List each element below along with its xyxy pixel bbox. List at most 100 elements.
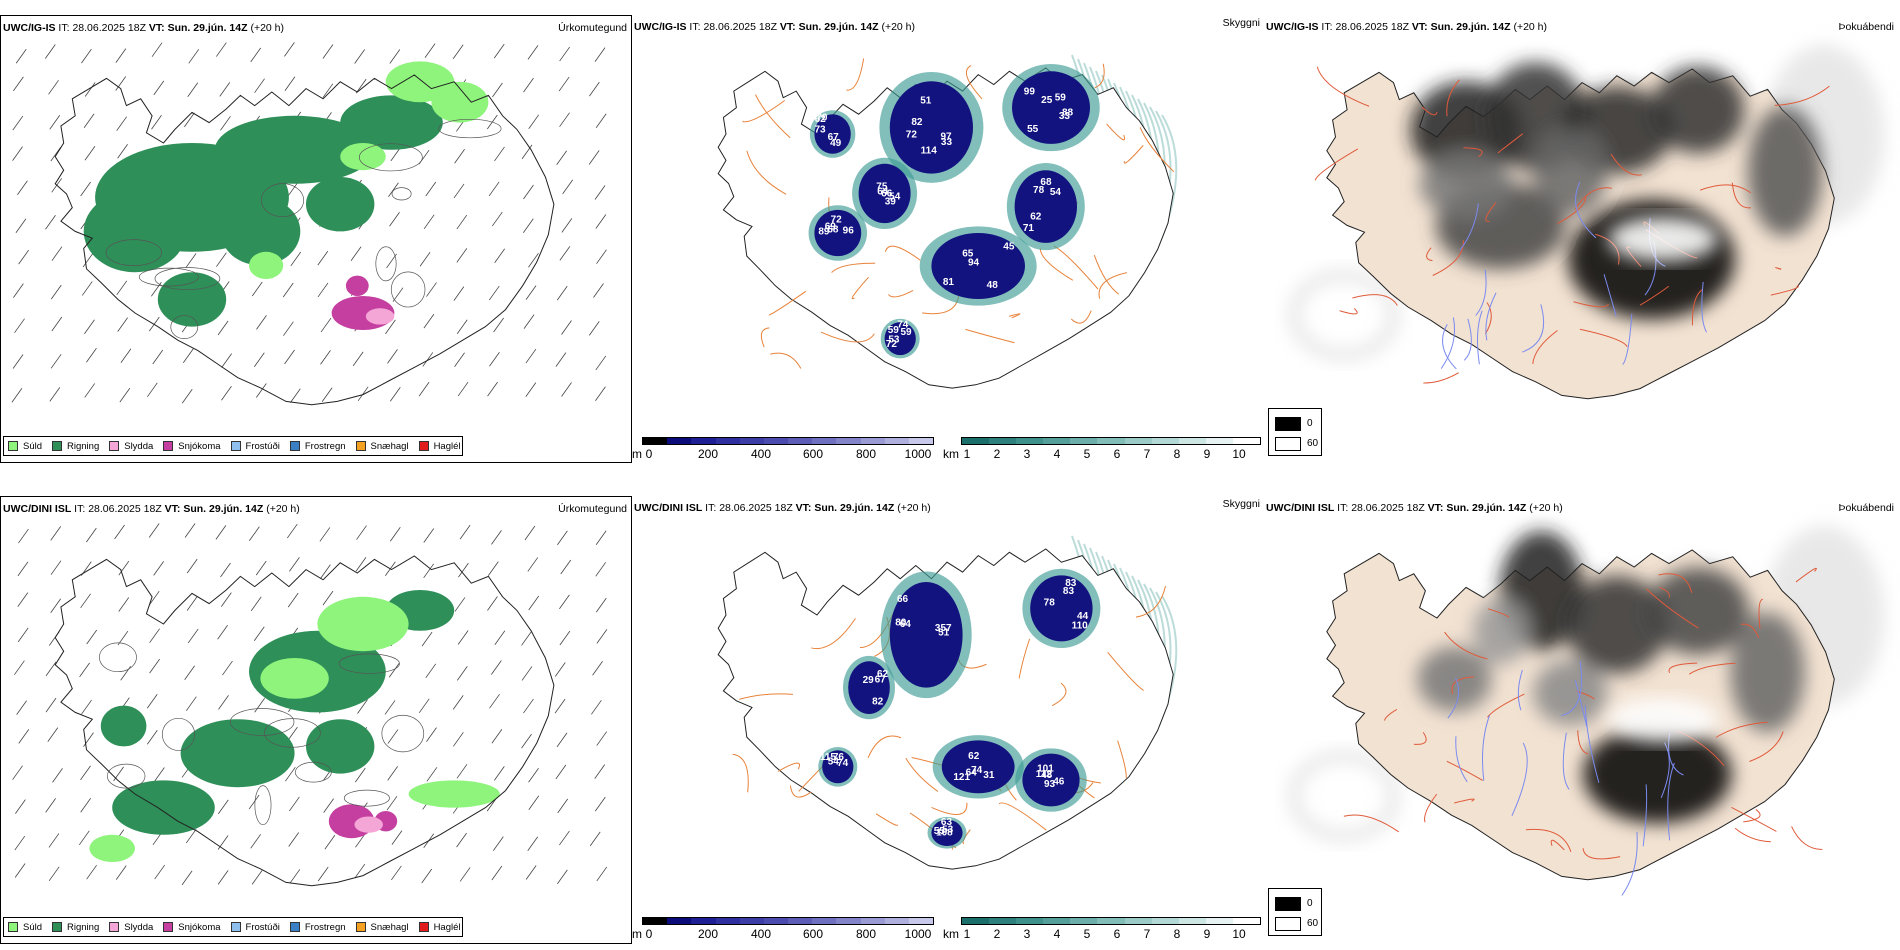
wind-barb: [355, 557, 367, 572]
wind-barb: [320, 317, 332, 333]
fog-dark-value: 0: [1307, 898, 1313, 909]
visibility-colorbar: km 1 2 3 4 5 6 7 8 9 10: [943, 437, 1263, 461]
wind-barb: [596, 249, 607, 264]
wind-barb: [588, 150, 600, 165]
wind-barb: [323, 798, 334, 813]
wind-barb: [187, 628, 199, 644]
wind-barb: [218, 695, 229, 710]
wind-barb: [426, 767, 438, 782]
wind-barb: [17, 627, 29, 643]
river: [1442, 323, 1457, 370]
fog-swirl: [1291, 272, 1397, 358]
glacier-outline: [343, 789, 390, 807]
road: [1795, 567, 1817, 583]
wind-barb: [186, 596, 198, 611]
cloud-base-value: 96: [843, 226, 855, 237]
field-blob: [814, 114, 851, 154]
fog-light-swatch: [1275, 917, 1301, 931]
panel-label: Þokuábendi: [1838, 502, 1894, 514]
cloud-base-value: 54: [828, 757, 840, 768]
field-blob: [941, 740, 1015, 794]
wind-barb: [386, 795, 398, 811]
cloud-panel-dini: UWC/DINI ISL IT: 28.06.2025 18Z VT: Sun.…: [632, 496, 1264, 944]
wind-barb: [418, 381, 430, 397]
fog-blob: [1747, 105, 1823, 237]
cloud-base-value: 59: [888, 325, 900, 336]
wind-barb: [153, 561, 164, 576]
cloud-base-value: 54: [889, 192, 901, 203]
road: [1774, 85, 1830, 106]
cloud-base-value: 97: [940, 132, 952, 143]
wind-barb: [15, 49, 27, 64]
height-tick: 0: [645, 927, 653, 941]
wind-barb: [250, 596, 262, 612]
wind-barb: [217, 835, 229, 850]
wind-barb: [118, 597, 130, 612]
wind-barb: [491, 729, 503, 744]
wind-barb: [494, 146, 505, 162]
wind-barb: [523, 77, 534, 93]
wind-barb: [115, 865, 127, 880]
field-blob: [340, 95, 443, 150]
wind-barb: [354, 49, 365, 64]
wind-barb: [589, 81, 600, 97]
wind-barb: [287, 182, 299, 197]
fog-panel-dini: UWC/DINI ISL IT: 28.06.2025 18Z VT: Sun.…: [1264, 496, 1900, 944]
wind-barb: [50, 354, 62, 369]
wind-barb: [523, 184, 534, 200]
wind-barb: [594, 47, 606, 62]
wind-barb: [153, 80, 165, 96]
wind-barb: [217, 870, 229, 885]
vis-tick: 5: [1083, 447, 1091, 461]
height-colorbar: m 0 200 400 600 800 1000: [632, 437, 937, 461]
vis-tick: 4: [1053, 927, 1061, 941]
cloud-base-value: 49: [830, 138, 842, 149]
sula-swatch: [8, 441, 18, 451]
field-blob: [848, 661, 890, 714]
road: [846, 58, 865, 91]
vis-tick: 3: [1023, 927, 1031, 941]
wind-barb: [51, 316, 63, 332]
wind-barb: [118, 560, 130, 576]
wind-barb: [488, 181, 500, 197]
wind-barb: [389, 212, 400, 227]
wind-barb: [595, 597, 607, 613]
wind-barb: [45, 661, 57, 677]
cloud-base-value: 55: [1027, 124, 1039, 135]
wind-barb: [355, 78, 367, 94]
cloud-base-value: 110: [1072, 621, 1089, 632]
wind-barb: [596, 731, 608, 746]
wind-barb: [149, 628, 160, 643]
cloud-base-value: 33: [941, 137, 953, 148]
cloud-base-value: 93: [1044, 779, 1056, 790]
wind-barb: [555, 764, 567, 780]
wind-barb: [593, 283, 604, 298]
wind-barb: [181, 388, 193, 404]
glacier-outline: [170, 315, 199, 339]
wind-barb: [387, 349, 398, 364]
cloud-base-value: 76: [833, 752, 845, 763]
wind-barb: [84, 319, 95, 334]
wind-barb: [45, 697, 57, 713]
road: [768, 290, 807, 316]
cloud-base-value: 62: [877, 669, 889, 680]
road: [770, 352, 802, 369]
fog-blob: [1730, 612, 1805, 733]
glacier-area: [1608, 217, 1719, 261]
field-blob: [340, 143, 386, 171]
snjokoma-swatch: [163, 922, 174, 932]
snjokoma-swatch: [163, 441, 174, 451]
wind-barb: [81, 48, 92, 64]
wind-barb: [116, 116, 128, 131]
wind-barb: [453, 183, 465, 199]
wind-barb: [456, 319, 468, 335]
vis-tick: 7: [1143, 927, 1151, 941]
wind-barb: [289, 869, 301, 884]
wind-barb: [52, 768, 63, 783]
wind-barb: [286, 523, 298, 539]
vis-tick: 10: [1232, 447, 1246, 461]
wind-barb: [452, 44, 464, 59]
wind-barb: [320, 350, 331, 365]
fog-light-value: 60: [1307, 918, 1319, 929]
wind-barb: [282, 282, 294, 298]
